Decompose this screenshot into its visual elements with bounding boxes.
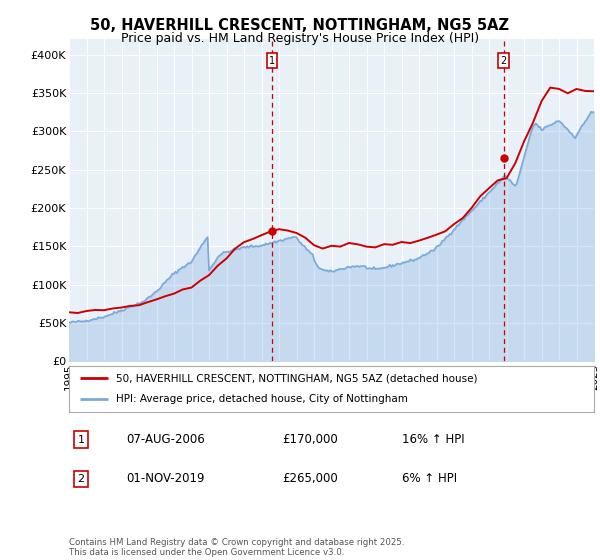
Text: 16% ↑ HPI: 16% ↑ HPI xyxy=(402,433,464,446)
Text: 50, HAVERHILL CRESCENT, NOTTINGHAM, NG5 5AZ (detached house): 50, HAVERHILL CRESCENT, NOTTINGHAM, NG5 … xyxy=(116,373,478,383)
Text: £170,000: £170,000 xyxy=(282,433,338,446)
Text: £265,000: £265,000 xyxy=(282,472,338,486)
Text: 07-AUG-2006: 07-AUG-2006 xyxy=(126,433,205,446)
Text: 2: 2 xyxy=(500,55,506,66)
Text: 1: 1 xyxy=(269,55,275,66)
Text: 01-NOV-2019: 01-NOV-2019 xyxy=(126,472,205,486)
Text: 2: 2 xyxy=(77,474,85,484)
Text: 6% ↑ HPI: 6% ↑ HPI xyxy=(402,472,457,486)
Text: Price paid vs. HM Land Registry's House Price Index (HPI): Price paid vs. HM Land Registry's House … xyxy=(121,32,479,45)
Text: Contains HM Land Registry data © Crown copyright and database right 2025.
This d: Contains HM Land Registry data © Crown c… xyxy=(69,538,404,557)
Text: HPI: Average price, detached house, City of Nottingham: HPI: Average price, detached house, City… xyxy=(116,394,408,404)
Text: 50, HAVERHILL CRESCENT, NOTTINGHAM, NG5 5AZ: 50, HAVERHILL CRESCENT, NOTTINGHAM, NG5 … xyxy=(91,18,509,33)
Text: 1: 1 xyxy=(77,435,85,445)
